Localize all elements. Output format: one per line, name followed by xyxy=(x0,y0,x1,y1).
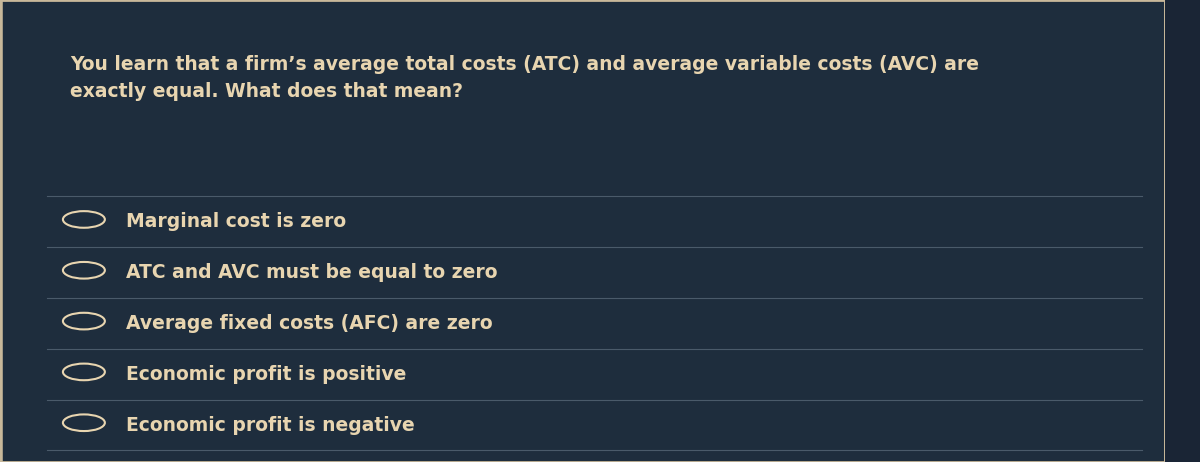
Text: Economic profit is negative: Economic profit is negative xyxy=(126,415,414,435)
Text: Average fixed costs (AFC) are zero: Average fixed costs (AFC) are zero xyxy=(126,314,492,333)
Text: You learn that a firm’s average total costs (ATC) and average variable costs (AV: You learn that a firm’s average total co… xyxy=(70,55,979,101)
FancyBboxPatch shape xyxy=(0,0,1165,462)
Text: ATC and AVC must be equal to zero: ATC and AVC must be equal to zero xyxy=(126,263,497,282)
Text: Economic profit is positive: Economic profit is positive xyxy=(126,365,407,384)
Text: Marginal cost is zero: Marginal cost is zero xyxy=(126,212,346,231)
